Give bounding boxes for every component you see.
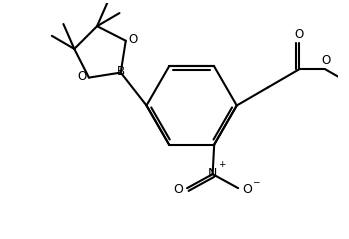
- Text: O: O: [173, 183, 183, 196]
- Text: O: O: [321, 54, 331, 67]
- Text: +: +: [217, 160, 225, 169]
- Text: O: O: [295, 28, 304, 41]
- Text: −: −: [252, 177, 260, 186]
- Text: N: N: [208, 167, 217, 180]
- Text: O: O: [242, 183, 252, 196]
- Text: B: B: [117, 65, 125, 78]
- Text: O: O: [128, 33, 137, 46]
- Text: O: O: [77, 70, 87, 82]
